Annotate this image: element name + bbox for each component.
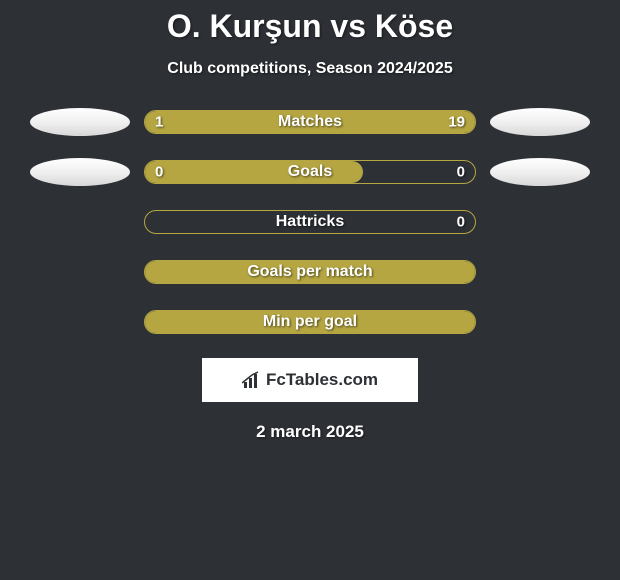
stat-label: Goals per match: [145, 263, 475, 281]
player-right-avatar: [490, 108, 590, 136]
player-right-avatar: [490, 158, 590, 186]
stat-label: Goals: [145, 163, 475, 181]
avatar-placeholder: [30, 208, 130, 236]
chart-icon: [242, 370, 262, 390]
avatar-placeholder: [490, 258, 590, 286]
page-subtitle: Club competitions, Season 2024/2025: [0, 60, 620, 78]
comparison-container: O. Kurşun vs Köse Club competitions, Sea…: [0, 0, 620, 442]
stat-row: 119Matches: [0, 108, 620, 136]
stats-rows: 119Matches 00Goals 0Hattricks Goals per mat…: [0, 108, 620, 336]
stat-bar: 119Matches: [144, 110, 476, 134]
page-title: O. Kurşun vs Köse: [0, 8, 620, 45]
stat-row: Goals per match: [0, 258, 620, 286]
brand-logo-box[interactable]: FcTables.com: [202, 358, 418, 402]
stat-bar: Goals per match: [144, 260, 476, 284]
player-left-avatar: [30, 108, 130, 136]
stat-row: Min per goal: [0, 308, 620, 336]
avatar-placeholder: [30, 258, 130, 286]
avatar-placeholder: [490, 308, 590, 336]
stat-bar: 0Hattricks: [144, 210, 476, 234]
stat-label: Min per goal: [145, 313, 475, 331]
player-left-avatar: [30, 158, 130, 186]
stat-row: 00Goals: [0, 158, 620, 186]
date-text: 2 march 2025: [0, 422, 620, 442]
avatar-placeholder: [490, 208, 590, 236]
stat-label: Hattricks: [145, 213, 475, 231]
stat-bar: Min per goal: [144, 310, 476, 334]
avatar-placeholder: [30, 308, 130, 336]
brand-logo-text: FcTables.com: [266, 370, 378, 390]
stat-row: 0Hattricks: [0, 208, 620, 236]
stat-bar: 00Goals: [144, 160, 476, 184]
stat-label: Matches: [145, 113, 475, 131]
brand-logo: FcTables.com: [242, 370, 378, 390]
